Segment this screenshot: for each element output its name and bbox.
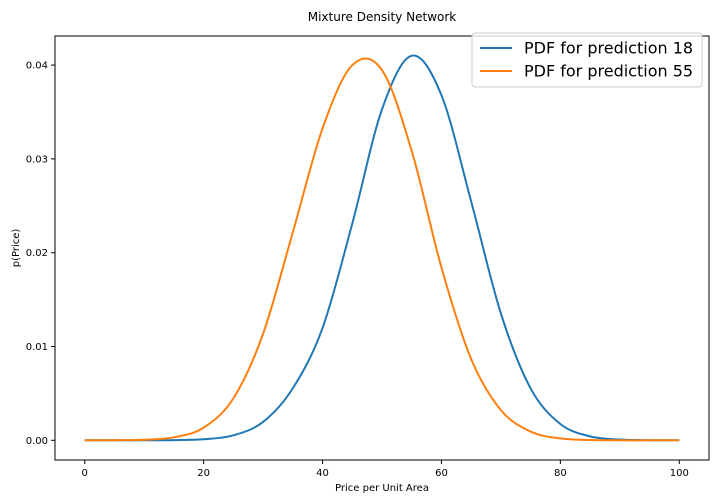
plot-area bbox=[54, 35, 710, 461]
series-lines bbox=[84, 54, 680, 442]
x-tick-label: 60 bbox=[435, 468, 448, 479]
x-axis-label: Price per Unit Area bbox=[335, 483, 429, 494]
series-line-2 bbox=[84, 57, 680, 442]
y-tick-label: 0.02 bbox=[26, 248, 48, 259]
chart-title: Mixture Density Network bbox=[308, 10, 457, 24]
y-axis-ticks: 0.00 0.01 0.02 0.03 0.04 bbox=[26, 61, 55, 447]
y-tick-label: 0.01 bbox=[26, 342, 48, 353]
legend-label-2: PDF for prediction 55 bbox=[524, 62, 693, 81]
legend-frame bbox=[471, 32, 703, 88]
y-tick-label: 0.04 bbox=[26, 61, 48, 72]
y-tick-label: 0.00 bbox=[26, 436, 48, 447]
x-tick-label: 100 bbox=[670, 468, 689, 479]
x-axis-ticks: 0 20 40 60 80 100 bbox=[82, 460, 689, 479]
legend: PDF for prediction 18 PDF for prediction … bbox=[471, 32, 703, 88]
x-tick-label: 0 bbox=[82, 468, 88, 479]
legend-label-1: PDF for prediction 18 bbox=[524, 39, 693, 58]
x-tick-label: 80 bbox=[554, 468, 567, 479]
x-tick-label: 40 bbox=[316, 468, 329, 479]
series-line-1 bbox=[84, 54, 680, 442]
y-tick-label: 0.03 bbox=[26, 154, 48, 165]
x-tick-label: 20 bbox=[197, 468, 210, 479]
y-axis-label: p(Price) bbox=[11, 229, 22, 268]
